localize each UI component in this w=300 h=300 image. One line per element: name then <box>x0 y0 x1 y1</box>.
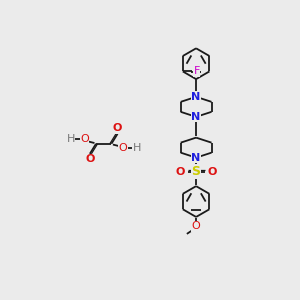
Text: O: O <box>192 221 200 231</box>
Text: O: O <box>80 134 89 144</box>
Text: S: S <box>192 165 201 178</box>
Text: O: O <box>208 167 217 176</box>
Text: O: O <box>85 154 94 164</box>
Text: N: N <box>191 153 201 163</box>
Text: O: O <box>113 123 122 134</box>
Text: H: H <box>133 143 141 153</box>
Text: N: N <box>191 92 201 102</box>
Text: F: F <box>194 66 200 76</box>
Text: O: O <box>118 143 127 153</box>
Text: H: H <box>66 134 75 144</box>
Text: N: N <box>191 112 201 122</box>
Text: O: O <box>175 167 184 176</box>
